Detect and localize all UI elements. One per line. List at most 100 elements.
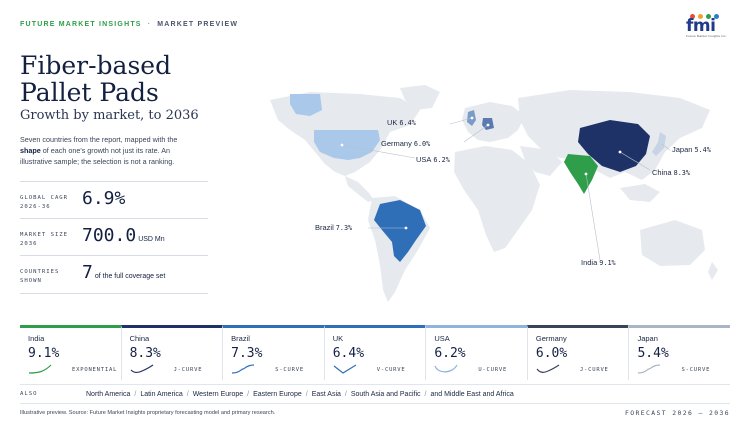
japan-shape <box>652 132 666 156</box>
card-country-name: Japan <box>637 334 658 343</box>
leader-line-japan <box>661 143 671 151</box>
logo-text: fmi <box>686 16 716 36</box>
country-card-germany: Germany 6.0% J-CURVE <box>526 325 629 380</box>
map-label-uk: UK 6.4% <box>387 118 416 127</box>
stat-label: MARKET SIZE 2036 <box>20 232 69 247</box>
region-item: South Asia and Pacific <box>341 391 421 398</box>
leader-line-germany <box>463 124 489 143</box>
v-curve-icon <box>333 364 357 374</box>
card-curve-type: J-CURVE <box>579 367 609 373</box>
leader-line-usa <box>341 144 416 159</box>
logo-dot-orange <box>698 14 703 19</box>
curve-path <box>232 364 255 374</box>
world-map: UK 6.4% Germany 6.0% USA 6.2% Japan 5.4% Chi… <box>250 80 730 310</box>
card-curve-type: J-CURVE <box>173 367 203 373</box>
curve-path <box>28 364 52 374</box>
logo-dot-blue <box>714 14 719 19</box>
stat-label: GLOBAL CAGR 2026-36 <box>20 195 69 210</box>
fmi-logo: fmi Future Market Insights Inc. <box>686 14 730 42</box>
middle-east-shape <box>520 146 562 176</box>
marker-india <box>584 172 588 176</box>
map-label-germany: Germany 6.0% <box>381 139 430 148</box>
stat-global-cagr: GLOBAL CAGR 2026-36 6.9% <box>20 181 208 219</box>
stat-value: 6.9% <box>82 188 125 209</box>
central-america-shape <box>345 176 374 202</box>
india-shape <box>564 154 598 194</box>
world-map-svg <box>270 85 718 302</box>
card-country-name: China <box>129 334 150 343</box>
stat-market-size: MARKET SIZE 2036 700.0 USD Mn <box>20 218 208 256</box>
country-card-brazil: Brazil 7.3% S-CURVE <box>222 325 324 380</box>
country-card-uk: UK 6.4% V-CURVE <box>323 325 426 380</box>
stat-unit: USD Mn <box>138 236 165 243</box>
card-curve-type: S-CURVE <box>681 367 711 373</box>
map-label-name: China <box>652 168 672 177</box>
country-markers <box>340 116 622 230</box>
usa-shape <box>314 130 380 160</box>
leader-line-china <box>619 151 651 171</box>
card-growth-value: 6.0% <box>535 346 568 361</box>
map-label-name: Japan <box>672 145 693 154</box>
description-part-1: Seven countries from the report, mapped … <box>20 135 178 144</box>
country-card-usa: USA 6.2% U-CURVE <box>425 325 527 380</box>
map-label-pct: 7.3% <box>335 224 353 232</box>
southeast-asia-shape <box>620 184 660 202</box>
alaska-shape <box>290 94 322 116</box>
curve-path <box>536 364 560 373</box>
stat-number: 7 <box>82 262 93 283</box>
brand-name: FUTURE MARKET INSIGHTS <box>20 21 142 28</box>
country-cards: India 9.1% EXPONENTIAL China 8.3% J-CURV… <box>20 325 731 380</box>
card-country-name: USA <box>434 334 450 343</box>
curve-path <box>638 364 661 374</box>
leader-lines <box>341 117 671 261</box>
map-label-india: India 9.1% <box>581 258 616 267</box>
description: Seven countries from the report, mapped … <box>20 134 200 167</box>
australia-shape <box>640 220 705 266</box>
logo-dot-green <box>706 14 711 19</box>
curve-path <box>333 364 357 374</box>
stat-label: COUNTRIES SHOWN <box>20 269 60 284</box>
s-curve-icon <box>638 364 661 374</box>
stat-value: 7 of the full coverage set <box>82 262 165 283</box>
map-label-pct: 6.4% <box>399 119 416 127</box>
also-label: ALSO <box>20 391 38 397</box>
map-label-name: Brazil <box>315 223 334 232</box>
logo-tagline: Future Market Insights Inc. <box>686 34 727 38</box>
map-label-name: UK <box>387 118 398 127</box>
map-label-pct: 9.1% <box>599 259 616 267</box>
section-label: MARKET PREVIEW <box>157 21 239 28</box>
map-label-name: Germany <box>381 139 412 148</box>
curve-path <box>130 364 153 373</box>
card-growth-value: 5.4% <box>637 346 669 361</box>
j-curve-icon <box>130 364 153 373</box>
marker-germany <box>486 123 490 127</box>
card-country-name: Brazil <box>231 334 250 343</box>
marker-usa <box>340 143 344 147</box>
card-growth-value: 6.2% <box>434 346 466 361</box>
landmass <box>270 85 718 302</box>
marker-brazil <box>404 226 408 230</box>
also-regions-row: ALSO North America Latin America Western… <box>20 384 730 404</box>
description-part-2: of each one's growth not just its rate. … <box>20 146 175 166</box>
region-item: and Middle East and Africa <box>421 391 513 398</box>
s-curve-icon <box>232 364 255 374</box>
description-emphasis: shape <box>20 146 41 155</box>
region-item: East Asia <box>302 391 341 398</box>
top-bar: FUTURE MARKET INSIGHTS · MARKET PREVIEW <box>20 21 238 28</box>
card-growth-value: 8.3% <box>129 346 161 361</box>
map-label-name: USA <box>416 155 432 164</box>
card-curve-type: U-CURVE <box>478 367 508 373</box>
map-label-pct: 6.2% <box>433 156 450 164</box>
leader-line-uk <box>449 117 473 125</box>
stat-note: of the full coverage set <box>94 273 166 280</box>
footer-source-note: Illustrative preview. Source: Future Mar… <box>20 410 276 416</box>
forecast-period: FORECAST 2026 – 2036 <box>625 409 730 417</box>
card-growth-value: 9.1% <box>28 346 60 361</box>
region-item: Latin America <box>130 391 182 398</box>
map-label-pct: 8.3% <box>673 169 690 177</box>
card-growth-value: 7.3% <box>231 346 263 361</box>
page-subtitle: Growth by market, to 2036 <box>20 108 199 123</box>
region-list: North America Latin America Western Euro… <box>86 391 514 398</box>
region-item: Eastern Europe <box>243 391 302 398</box>
card-country-name: UK <box>332 334 344 343</box>
